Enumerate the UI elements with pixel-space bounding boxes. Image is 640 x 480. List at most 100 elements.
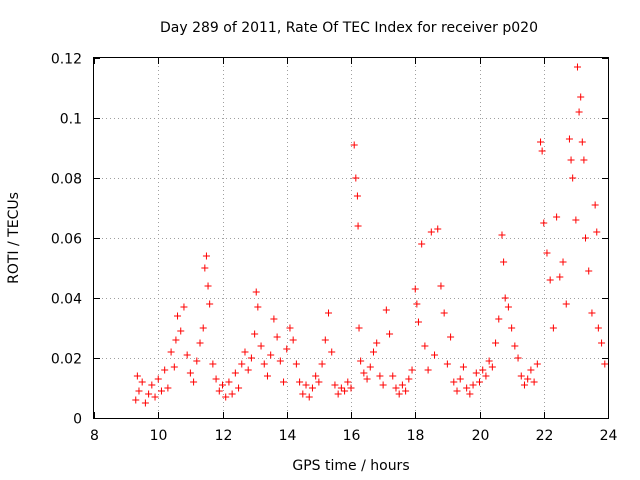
data-point (582, 234, 590, 242)
data-point (443, 360, 451, 368)
y-tick-label: 0.08 (51, 172, 82, 188)
y-tick-label: 0.12 (51, 52, 82, 68)
data-point (244, 366, 252, 374)
data-point (132, 396, 140, 404)
data-point (395, 390, 403, 398)
data-point (456, 375, 464, 383)
data-point (398, 381, 406, 389)
data-point (488, 363, 496, 371)
data-point (263, 372, 271, 380)
data-point (190, 378, 198, 386)
data-point (331, 381, 339, 389)
x-tick-label: 8 (90, 428, 99, 444)
data-point (440, 309, 448, 317)
data-point (151, 393, 159, 401)
data-point (382, 306, 390, 314)
x-tick-label: 22 (536, 428, 554, 444)
data-point (225, 378, 233, 386)
data-point (573, 63, 581, 71)
data-point (479, 366, 487, 374)
data-point (161, 366, 169, 374)
data-point (206, 300, 214, 308)
data-point (252, 288, 260, 296)
data-point (133, 372, 141, 380)
data-points (132, 63, 609, 407)
data-point (517, 372, 525, 380)
data-point (222, 393, 230, 401)
data-point (280, 378, 288, 386)
data-point (572, 216, 580, 224)
data-point (588, 309, 596, 317)
data-point (591, 201, 599, 209)
data-point (289, 336, 297, 344)
data-point (341, 387, 349, 395)
data-point (350, 141, 358, 149)
data-point (569, 174, 577, 182)
data-point (392, 384, 400, 392)
data-point (199, 324, 207, 332)
data-point (514, 354, 522, 362)
data-point (286, 324, 294, 332)
data-point (379, 381, 387, 389)
data-point (530, 378, 538, 386)
y-tick-label: 0.04 (51, 292, 82, 308)
data-point (376, 372, 384, 380)
data-point (447, 333, 455, 341)
data-point (543, 249, 551, 257)
data-point (540, 219, 548, 227)
data-point (157, 387, 165, 395)
data-point (302, 381, 310, 389)
data-point (501, 294, 509, 302)
data-point (360, 369, 368, 377)
x-tick-label: 24 (600, 428, 618, 444)
data-point (312, 372, 320, 380)
data-point (334, 390, 342, 398)
data-point (209, 360, 217, 368)
data-point (537, 138, 545, 146)
data-point (148, 381, 156, 389)
data-point (402, 387, 410, 395)
x-tick-labels: 8 10 12 14 16 18 20 22 24 (90, 428, 617, 444)
data-point (389, 372, 397, 380)
data-point (476, 378, 483, 386)
data-point (413, 300, 421, 308)
data-point (215, 387, 223, 395)
data-point (434, 225, 442, 233)
data-point (437, 282, 445, 290)
data-point (347, 384, 355, 392)
data-point (260, 360, 268, 368)
axis-ticks (94, 58, 609, 419)
data-point (292, 360, 300, 368)
data-point (247, 354, 255, 362)
data-point (556, 273, 564, 281)
data-point (305, 393, 313, 401)
data-point (321, 336, 329, 344)
data-point (241, 348, 249, 356)
data-point (601, 360, 609, 368)
data-point (186, 369, 194, 377)
data-point (273, 333, 281, 341)
data-point (231, 369, 239, 377)
data-point (527, 366, 535, 374)
y-tick-label: 0.1 (60, 112, 82, 128)
data-point (366, 363, 374, 371)
data-point (567, 156, 575, 164)
data-point (318, 360, 326, 368)
data-point (511, 342, 519, 350)
data-point (172, 336, 180, 344)
data-point (524, 375, 532, 383)
data-point (565, 135, 573, 143)
data-point (183, 351, 191, 359)
data-point (482, 372, 490, 380)
data-point (421, 342, 429, 350)
grid-lines (94, 58, 608, 418)
data-point (453, 387, 461, 395)
data-point (562, 300, 570, 308)
data-point (164, 384, 172, 392)
data-point (170, 363, 178, 371)
x-tick-label: 14 (279, 428, 297, 444)
data-point (299, 390, 307, 398)
data-point (463, 384, 471, 392)
data-point (196, 339, 204, 347)
